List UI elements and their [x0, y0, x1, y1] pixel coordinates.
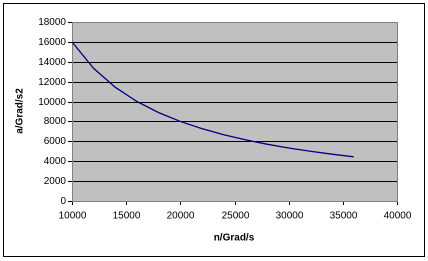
y-axis-label: a/Grad/s2 [15, 88, 26, 134]
y-tick-label: 0 [60, 196, 66, 207]
x-tick-label: 20000 [167, 211, 195, 222]
x-tick-label: 10000 [59, 211, 87, 222]
plot-border [72, 22, 398, 202]
plot-area [72, 22, 397, 201]
x-tick-label: 30000 [276, 211, 304, 222]
data-line [71, 41, 354, 158]
x-tick-label: 15000 [113, 211, 141, 222]
y-tick-label: 12000 [38, 77, 66, 88]
y-tick-label: 16000 [38, 37, 66, 48]
y-tick-label: 10000 [38, 97, 66, 108]
y-tick-label: 6000 [44, 136, 67, 147]
y-tick-label: 18000 [38, 17, 66, 28]
y-tick-label: 8000 [44, 116, 67, 127]
x-tick-label: 40000 [384, 211, 412, 222]
x-axis-label: n/Grad/s [214, 233, 255, 244]
x-tick-label: 35000 [330, 211, 358, 222]
x-tick-label: 25000 [222, 211, 250, 222]
y-tick-label: 4000 [44, 156, 67, 167]
y-tick-label: 14000 [38, 57, 66, 68]
y-tick-label: 2000 [44, 176, 67, 187]
